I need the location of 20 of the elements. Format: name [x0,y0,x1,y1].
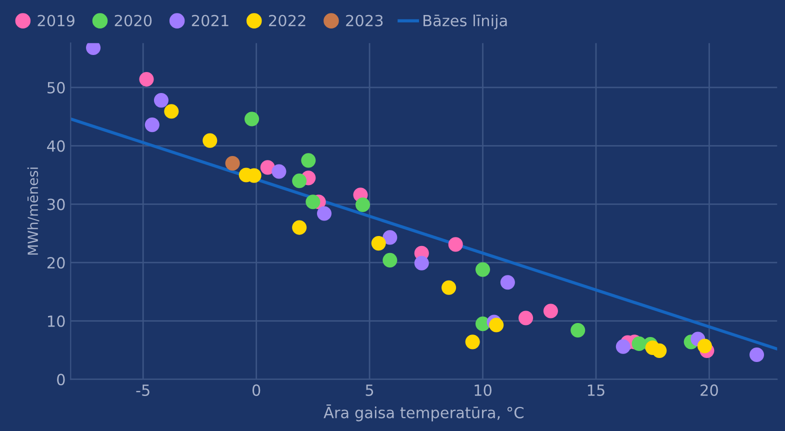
y-tick-label: 50 [48,82,65,94]
y-tick-label: 20 [47,257,65,269]
y-tick-label: 0 [57,374,65,386]
legend-label: Bāzes līnija [424,14,507,30]
x-tick-label: 20 [700,384,718,396]
x-tick-label: 15 [588,384,604,396]
y-tick-label: 30 [48,198,65,210]
legend-label: 2023 [346,14,383,26]
legend-label: 2021 [192,14,228,26]
x-tick-label: 0 [252,384,260,396]
y-tick-label: 10 [48,315,65,327]
legend-label: 2019 [38,14,74,26]
x-axis-title: Āra gaisa temperatūra, °C [324,404,524,422]
legend-label: 2020 [114,14,152,26]
y-axis-title: MWh/mēnesi [27,168,40,255]
x-tick-label: 5 [366,384,374,396]
legend-label: 2022 [269,14,306,26]
y-tick-label: 40 [47,140,65,152]
x-tick-label: 10 [474,384,492,396]
x-tick-label: -5 [136,384,150,396]
